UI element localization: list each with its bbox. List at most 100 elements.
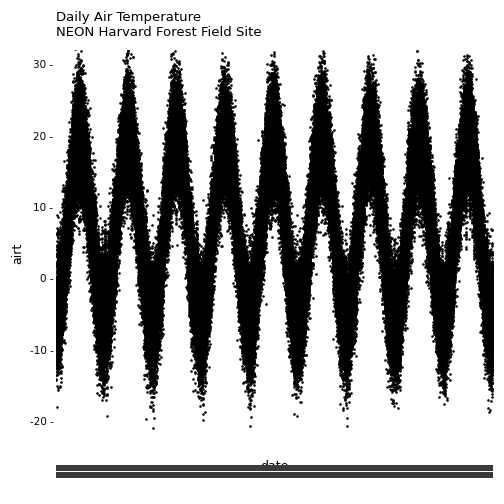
Point [186, 253, 194, 261]
Point [363, 107, 371, 115]
Point [331, 279, 339, 287]
Point [136, 201, 144, 209]
Point [306, 176, 314, 184]
Point [134, 205, 142, 213]
Point [458, 109, 466, 117]
Point [89, 259, 97, 267]
Point [70, 158, 78, 166]
Point [410, 157, 418, 165]
Point [216, 157, 224, 165]
Point [268, 177, 276, 185]
Point [254, 231, 262, 239]
Point [133, 159, 141, 167]
Point [153, 312, 161, 321]
Point [143, 279, 151, 287]
Point [144, 301, 152, 309]
Point [61, 212, 69, 220]
Point [321, 160, 329, 168]
Point [79, 199, 87, 207]
Point [159, 207, 167, 215]
Point [66, 154, 74, 162]
Point [183, 210, 192, 218]
Point [420, 187, 428, 196]
Point [248, 324, 256, 332]
Point [76, 137, 84, 145]
Point [370, 124, 379, 133]
Point [413, 141, 421, 149]
Point [376, 194, 385, 202]
Point [377, 163, 385, 171]
Point [58, 259, 67, 267]
Point [236, 293, 244, 301]
Point [465, 136, 473, 144]
Point [210, 238, 218, 246]
Point [273, 148, 281, 156]
Point [440, 336, 448, 344]
Point [380, 262, 388, 270]
Point [361, 94, 369, 102]
Point [375, 129, 383, 137]
Point [144, 304, 152, 312]
Point [358, 125, 366, 134]
Point [298, 350, 306, 358]
Point [472, 199, 480, 207]
Point [167, 194, 175, 202]
Point [208, 183, 216, 191]
Point [66, 219, 74, 227]
Point [389, 293, 397, 301]
Point [301, 317, 309, 325]
Point [399, 234, 407, 242]
Point [135, 254, 143, 262]
Point [218, 123, 226, 132]
Point [248, 374, 256, 382]
Point [436, 293, 444, 301]
Point [326, 241, 334, 249]
Point [271, 93, 279, 101]
Point [76, 101, 84, 109]
Point [65, 215, 73, 223]
Point [113, 199, 121, 207]
Point [340, 305, 348, 313]
Point [353, 243, 361, 251]
Point [196, 301, 204, 309]
Point [231, 225, 239, 233]
Point [323, 97, 331, 105]
Point [193, 311, 201, 319]
Point [131, 196, 139, 204]
Point [489, 314, 497, 323]
Point [322, 121, 330, 130]
Point [250, 288, 259, 296]
Point [161, 195, 169, 203]
Point [148, 266, 156, 274]
Point [199, 333, 207, 341]
Point [276, 167, 284, 175]
Point [80, 138, 88, 146]
Point [220, 108, 228, 116]
Point [304, 217, 312, 225]
Point [392, 328, 400, 336]
Point [81, 186, 89, 195]
Point [63, 263, 71, 271]
Point [224, 144, 232, 152]
Point [365, 119, 373, 127]
Point [280, 141, 288, 149]
Point [239, 318, 247, 326]
Point [219, 152, 227, 160]
Point [337, 319, 345, 327]
Point [306, 224, 314, 232]
Point [235, 223, 243, 231]
Point [318, 127, 326, 135]
Point [452, 202, 460, 210]
Point [277, 167, 285, 175]
Point [292, 305, 300, 313]
Point [397, 297, 405, 305]
Point [70, 121, 78, 129]
Point [220, 135, 228, 143]
Point [483, 293, 491, 301]
Point [297, 298, 305, 306]
Point [323, 136, 331, 144]
Point [69, 91, 77, 99]
Point [394, 360, 402, 368]
Point [449, 217, 457, 225]
Point [441, 278, 449, 286]
